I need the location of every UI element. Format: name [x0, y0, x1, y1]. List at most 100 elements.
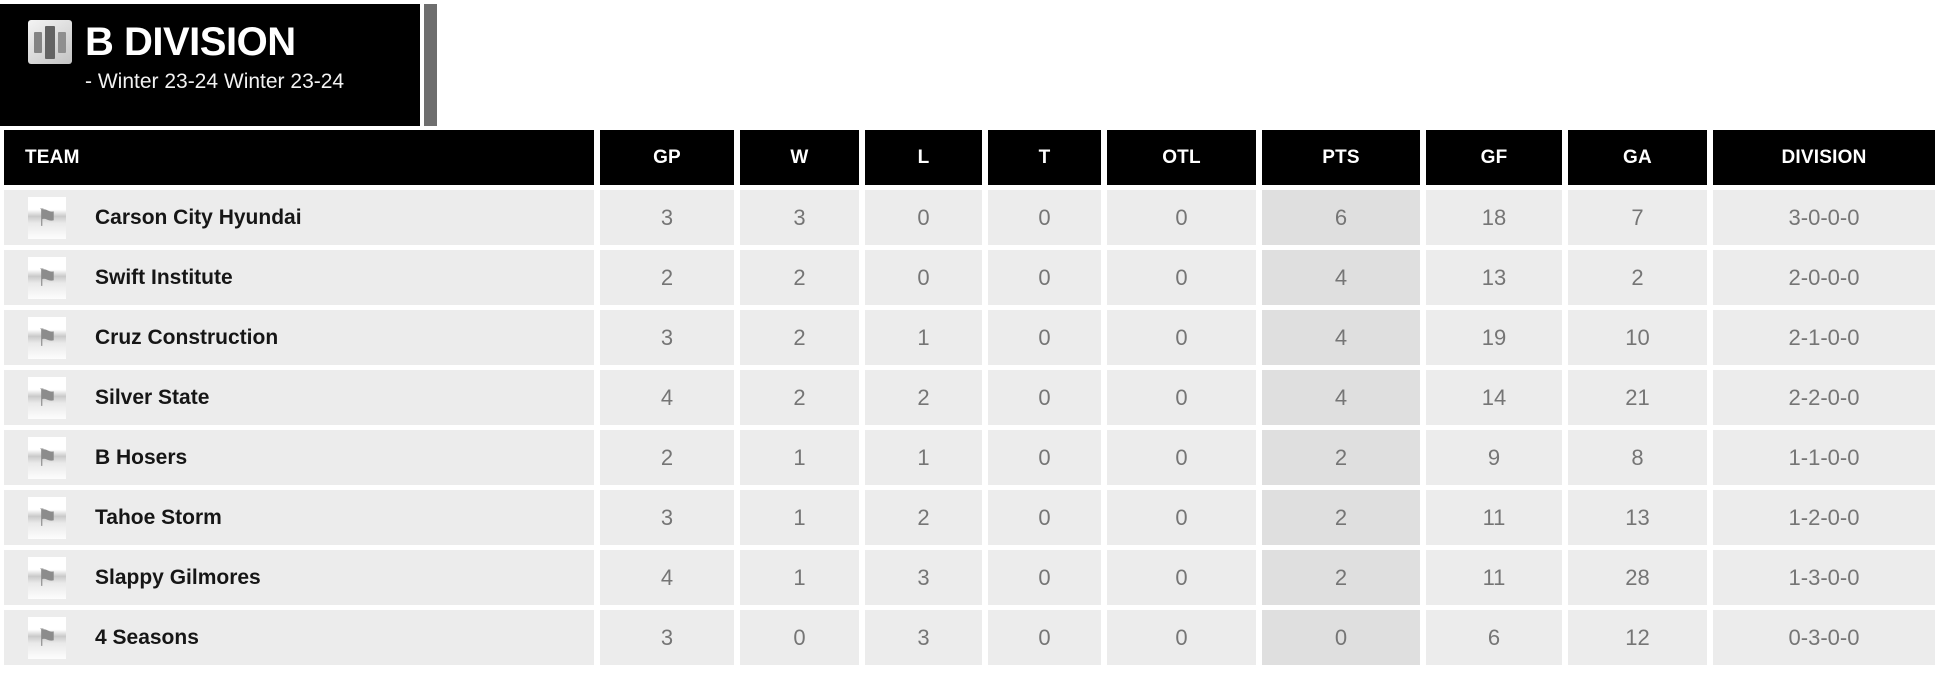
cell-w: 1: [740, 430, 859, 485]
team-logo: ⚑: [28, 376, 66, 419]
cell-pts: 2: [1262, 430, 1420, 485]
cell-w: 1: [740, 550, 859, 605]
cell-otl: 0: [1107, 430, 1256, 485]
cell-gp: 3: [600, 190, 734, 245]
cell-ga: 21: [1568, 370, 1707, 425]
cell-team[interactable]: ⚑ Slappy Gilmores: [4, 550, 594, 605]
team-flag-icon: ⚑: [36, 263, 58, 292]
cell-gf: 18: [1426, 190, 1562, 245]
scrollbar-thumb[interactable]: [424, 4, 437, 126]
division-header-card: B DIVISION - Winter 23-24 Winter 23-24: [0, 4, 420, 126]
cell-pts: 2: [1262, 490, 1420, 545]
cell-gf: 11: [1426, 550, 1562, 605]
cell-pts: 4: [1262, 370, 1420, 425]
cell-l: 1: [865, 310, 982, 365]
cell-otl: 0: [1107, 370, 1256, 425]
col-header-l: L: [865, 130, 982, 185]
stats-bar-right: [58, 31, 66, 53]
cell-team[interactable]: ⚑ Cruz Construction: [4, 310, 594, 365]
col-header-ga: GA: [1568, 130, 1707, 185]
cell-t: 0: [988, 250, 1101, 305]
team-name: 4 Seasons: [95, 625, 199, 649]
col-header-team: TEAM: [4, 130, 594, 185]
col-header-t: T: [988, 130, 1101, 185]
cell-l: 2: [865, 370, 982, 425]
cell-t: 0: [988, 190, 1101, 245]
cell-pts: 0: [1262, 610, 1420, 665]
cell-l: 2: [865, 490, 982, 545]
col-header-division: DIVISION: [1713, 130, 1935, 185]
cell-team[interactable]: ⚑ Carson City Hyundai: [4, 190, 594, 245]
cell-pts: 6: [1262, 190, 1420, 245]
team-flag-icon: ⚑: [36, 323, 58, 352]
cell-team[interactable]: ⚑ B Hosers: [4, 430, 594, 485]
stats-bars-icon: [28, 20, 72, 64]
col-header-gf: GF: [1426, 130, 1562, 185]
cell-w: 0: [740, 610, 859, 665]
cell-w: 2: [740, 250, 859, 305]
cell-division: 2-0-0-0: [1713, 250, 1935, 305]
cell-pts: 4: [1262, 310, 1420, 365]
team-flag-icon: ⚑: [36, 443, 58, 472]
cell-team[interactable]: ⚑ Tahoe Storm: [4, 490, 594, 545]
col-header-pts: PTS: [1262, 130, 1420, 185]
cell-w: 2: [740, 310, 859, 365]
cell-w: 2: [740, 370, 859, 425]
team-logo: ⚑: [28, 496, 66, 539]
division-title: B DIVISION: [85, 20, 296, 64]
division-title-row: B DIVISION: [28, 20, 420, 64]
cell-division: 2-1-0-0: [1713, 310, 1935, 365]
team-logo: ⚑: [28, 616, 66, 659]
cell-t: 0: [988, 550, 1101, 605]
team-logo: ⚑: [28, 196, 66, 239]
cell-team[interactable]: ⚑ Silver State: [4, 370, 594, 425]
team-flag-icon: ⚑: [36, 563, 58, 592]
cell-pts: 2: [1262, 550, 1420, 605]
cell-team[interactable]: ⚑ Swift Institute: [4, 250, 594, 305]
col-header-w: W: [740, 130, 859, 185]
standings-table: TEAM GP W L T OTL PTS GF GA DIVISION ⚑ Carson City…: [4, 130, 1935, 665]
cell-otl: 0: [1107, 550, 1256, 605]
cell-gf: 19: [1426, 310, 1562, 365]
cell-division: 2-2-0-0: [1713, 370, 1935, 425]
season-subtitle: - Winter 23-24 Winter 23-24: [85, 70, 345, 93]
team-logo: ⚑: [28, 436, 66, 479]
cell-division: 1-2-0-0: [1713, 490, 1935, 545]
cell-t: 0: [988, 610, 1101, 665]
team-flag-icon: ⚑: [36, 383, 58, 412]
cell-ga: 28: [1568, 550, 1707, 605]
cell-team[interactable]: ⚑ 4 Seasons: [4, 610, 594, 665]
cell-ga: 8: [1568, 430, 1707, 485]
team-name: Silver State: [95, 385, 210, 409]
col-header-otl: OTL: [1107, 130, 1256, 185]
cell-l: 0: [865, 250, 982, 305]
cell-otl: 0: [1107, 190, 1256, 245]
cell-division: 1-1-0-0: [1713, 430, 1935, 485]
cell-gp: 3: [600, 490, 734, 545]
cell-otl: 0: [1107, 490, 1256, 545]
cell-gf: 13: [1426, 250, 1562, 305]
cell-ga: 10: [1568, 310, 1707, 365]
team-logo: ⚑: [28, 556, 66, 599]
cell-gp: 3: [600, 610, 734, 665]
cell-division: 0-3-0-0: [1713, 610, 1935, 665]
cell-l: 3: [865, 610, 982, 665]
cell-otl: 0: [1107, 310, 1256, 365]
cell-gp: 4: [600, 550, 734, 605]
cell-gp: 3: [600, 310, 734, 365]
cell-w: 3: [740, 190, 859, 245]
col-header-gp: GP: [600, 130, 734, 185]
cell-l: 1: [865, 430, 982, 485]
cell-ga: 13: [1568, 490, 1707, 545]
team-name: B Hosers: [95, 445, 188, 469]
cell-otl: 0: [1107, 610, 1256, 665]
team-flag-icon: ⚑: [36, 203, 58, 232]
stats-bar-middle: [45, 25, 55, 59]
team-name: Slappy Gilmores: [95, 565, 261, 589]
cell-ga: 7: [1568, 190, 1707, 245]
team-name: Cruz Construction: [95, 325, 279, 349]
team-name: Swift Institute: [95, 265, 233, 289]
cell-w: 1: [740, 490, 859, 545]
cell-otl: 0: [1107, 250, 1256, 305]
